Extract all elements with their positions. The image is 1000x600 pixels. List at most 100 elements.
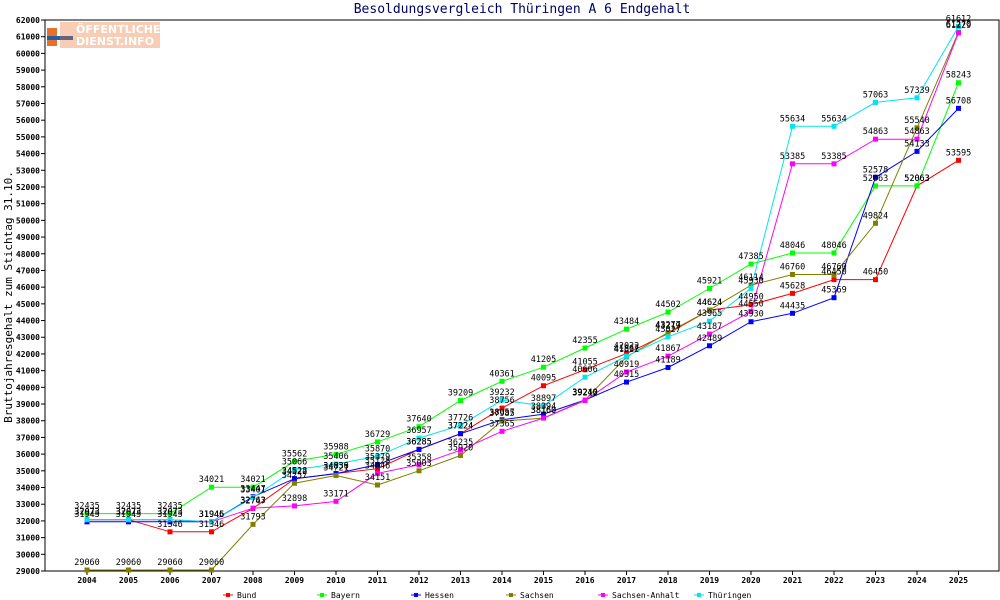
data-point	[375, 470, 380, 476]
data-point	[458, 431, 463, 437]
data-point	[665, 309, 671, 315]
legend-entry: Sachsen	[520, 591, 554, 600]
data-point	[790, 271, 795, 277]
data-label: 55634	[821, 114, 847, 124]
data-point	[873, 220, 878, 226]
data-point	[624, 369, 629, 375]
data-label: 37224	[448, 422, 474, 432]
data-label: 40095	[531, 374, 557, 384]
data-point	[126, 567, 131, 573]
legend-entry: Thüringen	[708, 591, 752, 600]
y-tick-label: 46000	[16, 283, 40, 292]
data-label: 45628	[780, 281, 806, 291]
data-label: 44435	[780, 301, 806, 311]
x-tick-label: 2005	[119, 576, 138, 585]
data-label: 32435	[74, 502, 100, 512]
y-tick-label: 61000	[16, 33, 40, 42]
data-point	[873, 174, 878, 180]
y-tick-label: 56000	[16, 116, 40, 125]
data-label: 43277	[655, 321, 681, 331]
data-point	[209, 484, 214, 490]
data-label: 31346	[199, 520, 225, 530]
data-point	[499, 428, 505, 434]
data-label: 41867	[655, 344, 681, 354]
data-label: 48046	[780, 241, 806, 251]
x-tick-label: 2012	[409, 576, 428, 585]
data-point	[458, 398, 463, 404]
x-tick-label: 2021	[783, 576, 802, 585]
y-tick-label: 39000	[16, 400, 40, 409]
data-label: 42355	[572, 336, 598, 346]
data-label: 31346	[157, 520, 183, 530]
data-label: 46450	[821, 268, 847, 278]
data-point	[707, 343, 712, 349]
data-label: 55540	[904, 116, 930, 126]
legend-swatch-marker	[697, 593, 701, 597]
data-label: 31945	[157, 510, 183, 520]
data-label: 32435	[157, 502, 183, 512]
data-label: 33171	[323, 489, 349, 499]
data-point	[665, 334, 671, 340]
data-label: 44550	[738, 299, 764, 309]
y-tick-label: 58000	[16, 83, 40, 92]
logo-text-bg	[60, 22, 160, 48]
data-label: 32073	[116, 508, 142, 518]
legend-swatch-marker	[601, 593, 605, 597]
data-point	[292, 480, 297, 486]
data-label: 37365	[489, 419, 515, 429]
data-label: 35870	[365, 444, 391, 454]
data-point	[956, 80, 961, 86]
data-label: 35406	[323, 452, 349, 462]
data-label: 46450	[863, 268, 889, 278]
data-label: 34151	[365, 473, 391, 483]
data-label: 34522	[282, 467, 308, 477]
y-tick-label: 35000	[16, 467, 40, 476]
data-label: 46760	[821, 262, 847, 272]
data-point	[375, 461, 380, 467]
data-point	[790, 250, 795, 256]
data-point	[250, 505, 256, 511]
data-label: 42489	[697, 334, 723, 344]
data-label: 32073	[74, 508, 100, 518]
data-label: 41055	[572, 358, 598, 368]
data-label: 37985	[489, 409, 515, 419]
data-label: 36235	[448, 438, 474, 448]
data-label: 40919	[614, 360, 640, 370]
y-tick-label: 37000	[16, 433, 40, 442]
legend-swatch-marker	[320, 593, 324, 597]
data-point	[790, 161, 795, 167]
data-label: 38057	[489, 408, 515, 418]
series-line-1	[87, 82, 959, 515]
data-label: 31793	[240, 512, 266, 522]
data-point	[914, 148, 920, 154]
y-tick-label: 30000	[16, 550, 40, 559]
y-tick-label: 38000	[16, 417, 40, 426]
data-label: 41822	[614, 345, 640, 355]
data-label: 52063	[904, 174, 930, 184]
data-label: 38394	[531, 402, 557, 412]
data-label: 35358	[406, 453, 432, 463]
data-label: 36957	[406, 426, 432, 436]
data-label: 49824	[863, 211, 889, 221]
data-label: 38160	[531, 406, 557, 416]
series-line-2	[87, 108, 959, 523]
data-label: 39212	[572, 388, 598, 398]
data-label: 52063	[904, 174, 930, 184]
data-point	[499, 418, 505, 424]
data-label: 45930	[738, 276, 764, 286]
data-point	[956, 23, 961, 29]
data-label: 33401	[240, 486, 266, 496]
data-point	[416, 435, 422, 441]
data-point	[624, 326, 629, 332]
data-label: 32763	[240, 496, 266, 506]
data-point	[541, 364, 546, 370]
data-label: 58243	[946, 71, 972, 81]
data-point	[167, 529, 173, 535]
y-tick-label: 59000	[16, 66, 40, 75]
data-label: 34257	[282, 471, 308, 481]
data-point	[499, 378, 505, 384]
data-label: 38756	[489, 396, 515, 406]
x-tick-label: 2013	[451, 576, 470, 585]
data-label: 45921	[697, 276, 723, 286]
